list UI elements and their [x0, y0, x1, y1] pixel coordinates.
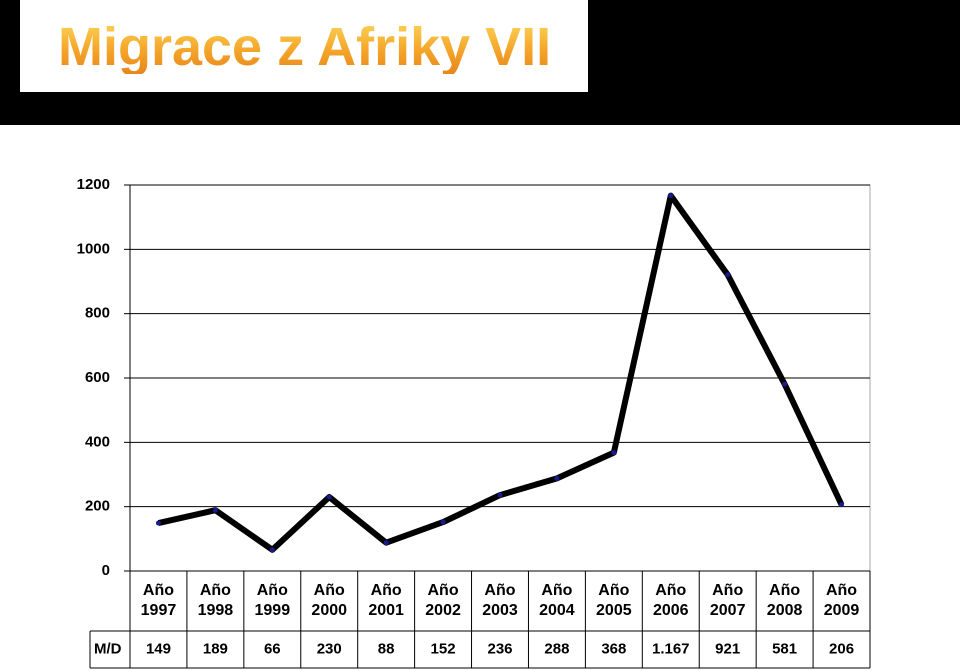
value-label: 230 — [317, 640, 342, 657]
x-tick-text: Año 2001 — [368, 582, 404, 619]
x-tick-label: Año 2006 — [642, 571, 699, 631]
x-tick-label: Año 2000 — [301, 571, 358, 631]
x-tick-label: Año 2002 — [415, 571, 472, 631]
point — [269, 547, 275, 553]
x-tick-text: Año 2004 — [539, 582, 575, 619]
point — [839, 502, 845, 508]
x-tick-label: Año 2001 — [358, 571, 415, 631]
x-tick-label: Año 2005 — [585, 571, 642, 631]
x-tick-label: Año 2008 — [756, 571, 813, 631]
x-tick-text: Año 1997 — [140, 582, 177, 619]
x-tick-text: Año 1998 — [197, 582, 234, 619]
x-tick-text: Año 2002 — [425, 582, 461, 619]
value-label: 236 — [487, 640, 512, 657]
value-label: 368 — [601, 640, 626, 657]
point — [440, 519, 446, 525]
x-tick-label: Año 2003 — [472, 571, 529, 631]
point — [725, 272, 731, 278]
x-tick-text: Año 2006 — [652, 582, 689, 619]
row-label: M/D — [94, 640, 122, 657]
slide-title: Migrace z Afriky VII — [58, 17, 552, 77]
y-tick-label: 400 — [85, 433, 110, 450]
point — [668, 193, 674, 199]
x-tick-text: Año 2005 — [596, 582, 632, 619]
point — [611, 450, 617, 456]
x-tick-label: Año 2004 — [528, 571, 585, 631]
x-tick-text: Año 2008 — [766, 582, 803, 619]
value-label: 581 — [772, 640, 797, 657]
x-tick-text: Año 2003 — [482, 582, 518, 619]
value-label: 921 — [715, 640, 740, 657]
x-tick-label: Año 1999 — [244, 571, 301, 631]
point — [554, 475, 560, 481]
x-tick-text: Año 2000 — [311, 582, 348, 619]
value-label: 152 — [431, 640, 456, 657]
value-label: 66 — [264, 640, 281, 657]
point — [497, 492, 503, 498]
point — [782, 381, 788, 387]
x-tick-label: Año 2009 — [813, 571, 870, 631]
value-label: 149 — [146, 640, 171, 657]
value-label: 206 — [829, 640, 854, 657]
x-tick-label: Año 1997 — [130, 571, 187, 631]
y-tick-label: 0 — [102, 562, 110, 579]
x-tick-text: Año 1999 — [254, 582, 291, 619]
x-tick-text: Año 2007 — [709, 582, 746, 619]
point — [326, 494, 332, 500]
x-tick-label: Año 1998 — [187, 571, 244, 631]
y-tick-label: 200 — [85, 498, 110, 515]
point — [383, 540, 389, 546]
y-tick-label: 600 — [85, 369, 110, 386]
y-tick-label: 1000 — [77, 240, 110, 257]
title-box: Migrace z Afriky VII — [20, 0, 588, 92]
point — [155, 520, 161, 526]
value-label: 88 — [378, 640, 395, 657]
y-tick-label: 800 — [85, 305, 110, 322]
x-tick-text: Año 2009 — [823, 582, 860, 619]
value-label: 288 — [544, 640, 569, 657]
value-label: 189 — [203, 640, 228, 657]
value-label: 1.167 — [652, 640, 690, 657]
y-tick-label: 1200 — [77, 176, 110, 193]
x-tick-label: Año 2007 — [699, 571, 756, 631]
point — [212, 507, 218, 513]
